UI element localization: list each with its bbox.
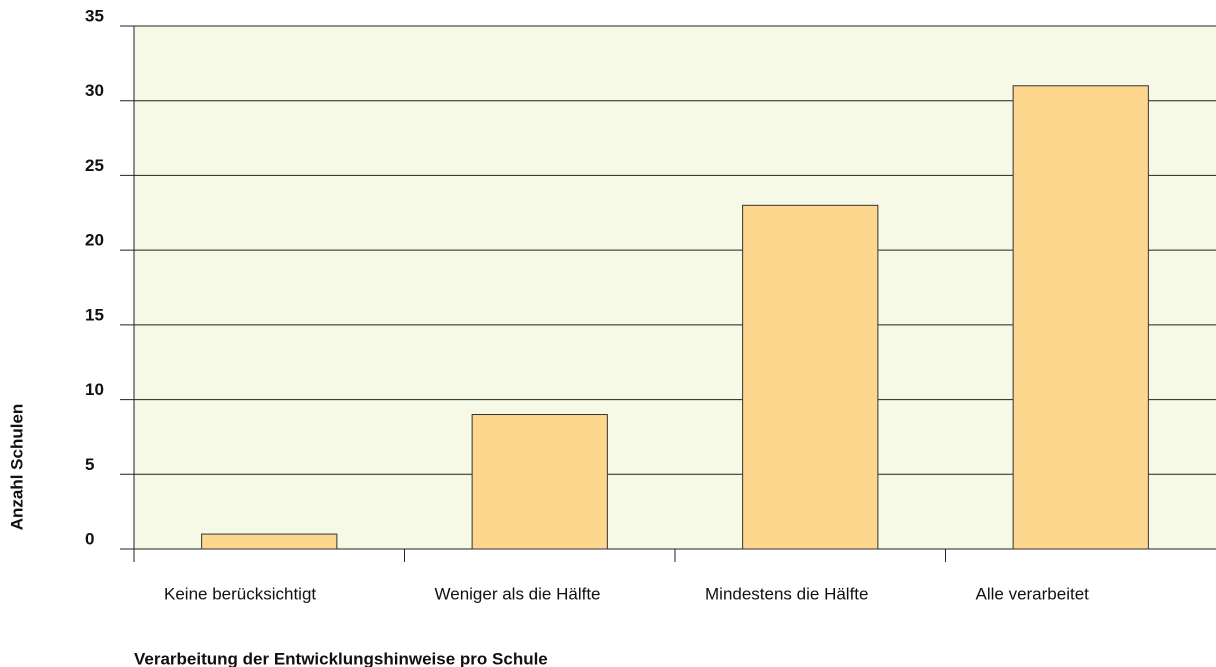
bar <box>1012 85 1149 550</box>
bar <box>471 414 608 550</box>
x-tick-label: Alle verarbeitet <box>976 584 1090 603</box>
x-axis-title: Verarbeitung der Entwicklungshinweise pr… <box>134 649 548 667</box>
y-tick-label: 0 <box>85 529 94 548</box>
y-axis-title: Anzahl Schulen <box>7 404 26 531</box>
y-tick-label: 5 <box>85 455 94 474</box>
y-tick-label: 30 <box>85 81 104 100</box>
x-tick-label: Keine berücksichtigt <box>164 584 316 603</box>
x-tick-label: Weniger als die Hälfte <box>435 584 601 603</box>
y-tick-label: 35 <box>85 6 104 25</box>
y-tick-label: 25 <box>85 156 104 175</box>
x-tick-label: Mindestens die Hälfte <box>705 584 868 603</box>
y-tick-label: 20 <box>85 231 104 250</box>
bar <box>742 204 879 550</box>
y-tick-label: 10 <box>85 380 104 399</box>
y-tick-label: 15 <box>85 305 104 324</box>
bar <box>201 533 338 550</box>
